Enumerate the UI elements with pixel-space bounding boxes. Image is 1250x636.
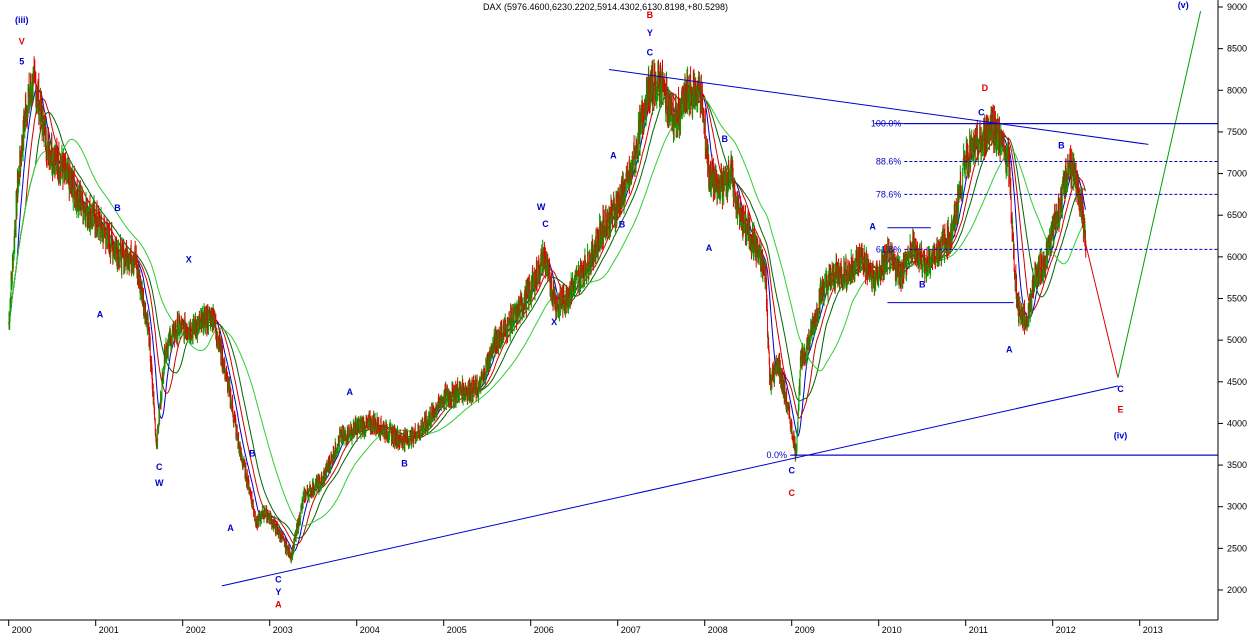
trend-line (221, 385, 1119, 587)
wave-label: B (721, 134, 728, 144)
fib-level-label: 0.0% (766, 450, 787, 460)
x-tick-label: 2011 (969, 625, 988, 635)
y-tick-label: 9000 (1227, 2, 1247, 12)
wave-label: C (156, 462, 163, 472)
y-tick-label: 3500 (1227, 460, 1247, 470)
wave-label: W (155, 478, 164, 488)
y-tick-label: 6000 (1227, 252, 1247, 262)
wave-label: A (706, 243, 713, 253)
wave-label: B (114, 203, 121, 213)
y-tick-label: 5000 (1227, 335, 1247, 345)
fib-level-label: 78.6% (876, 189, 902, 199)
wave-label: (iv) (1114, 430, 1128, 440)
wave-label: W (537, 202, 546, 212)
y-tick-label: 7000 (1227, 169, 1247, 179)
x-tick-label: 2009 (795, 625, 815, 635)
wave-label: C (542, 219, 549, 229)
wave-label: (v) (1178, 0, 1189, 10)
wave-label: C (788, 488, 795, 498)
wave-label: (iii) (15, 15, 29, 25)
plot-background (0, 0, 1218, 620)
projection-down-line (1085, 244, 1119, 378)
x-tick-label: 2004 (360, 625, 380, 635)
wave-label: B (619, 220, 626, 230)
x-tick-label: 2013 (1143, 625, 1163, 635)
wave-label: A (275, 599, 282, 609)
y-tick-label: 8500 (1227, 44, 1247, 54)
fib-level-label: 88.6% (876, 156, 902, 166)
fib-level-label: 100.0% (871, 119, 902, 129)
wave-label: A (97, 310, 104, 320)
x-tick-label: 2007 (621, 625, 641, 635)
wave-label: 5 (19, 56, 24, 66)
y-tick-label: 8000 (1227, 85, 1247, 95)
x-tick-label: 2008 (708, 625, 728, 635)
wave-label: C (788, 465, 795, 475)
x-tick-label: 2010 (882, 625, 902, 635)
fibonacci-levels: 100.0% 88.6% 78.6% 61.8% 0.0% (766, 119, 1218, 460)
wave-label: V (19, 36, 25, 46)
x-tick-label: 2000 (12, 625, 32, 635)
wave-label: Y (275, 587, 281, 597)
y-tick-label: 3000 (1227, 502, 1247, 512)
y-tick-label: 4500 (1227, 377, 1247, 387)
trend-line (608, 68, 1149, 145)
wave-label: A (869, 221, 876, 231)
wave-labels: (iii)V5ABCWXABCYAABWCXABBYCBACCABDCABCE(… (15, 0, 1189, 609)
wave-label: A (1006, 345, 1013, 355)
wave-label: A (346, 387, 353, 397)
y-tick-label: 6500 (1227, 210, 1247, 220)
chart-title: DAX (5976.4600,6230.2202,5914.4302,6130.… (483, 2, 728, 12)
wave-label: D (982, 83, 989, 93)
wave-label: B (401, 459, 408, 469)
wave-label: C (978, 107, 985, 117)
wave-label: B (919, 280, 926, 290)
projection-up-line (1117, 11, 1202, 378)
wave-label: X (551, 317, 557, 327)
x-tick-label: 2005 (447, 625, 467, 635)
wave-label: A (610, 151, 617, 161)
y-tick-label: 5500 (1227, 294, 1247, 304)
y-tick-label: 2000 (1227, 585, 1247, 595)
wave-label: B (647, 10, 654, 20)
wave-label: Y (647, 28, 653, 38)
y-tick-label: 2500 (1227, 543, 1247, 553)
price-bars (8, 56, 1087, 564)
x-tick-label: 2003 (273, 625, 293, 635)
wave-label: B (249, 449, 256, 459)
wave-label: B (1058, 141, 1065, 151)
wave-label: C (275, 575, 282, 585)
x-tick-label: 2001 (99, 625, 119, 635)
x-tick-label: 2012 (1056, 625, 1076, 635)
wave-label: E (1118, 405, 1124, 415)
wave-label: A (227, 523, 234, 533)
wave-label: C (1117, 384, 1124, 394)
wave-label: C (647, 47, 654, 57)
y-tick-label: 4000 (1227, 418, 1247, 428)
wave-label: X (186, 255, 192, 265)
y-tick-label: 7500 (1227, 127, 1247, 137)
fib-level-label: 61.8% (876, 244, 902, 254)
x-tick-label: 2006 (534, 625, 554, 635)
x-tick-label: 2002 (186, 625, 206, 635)
